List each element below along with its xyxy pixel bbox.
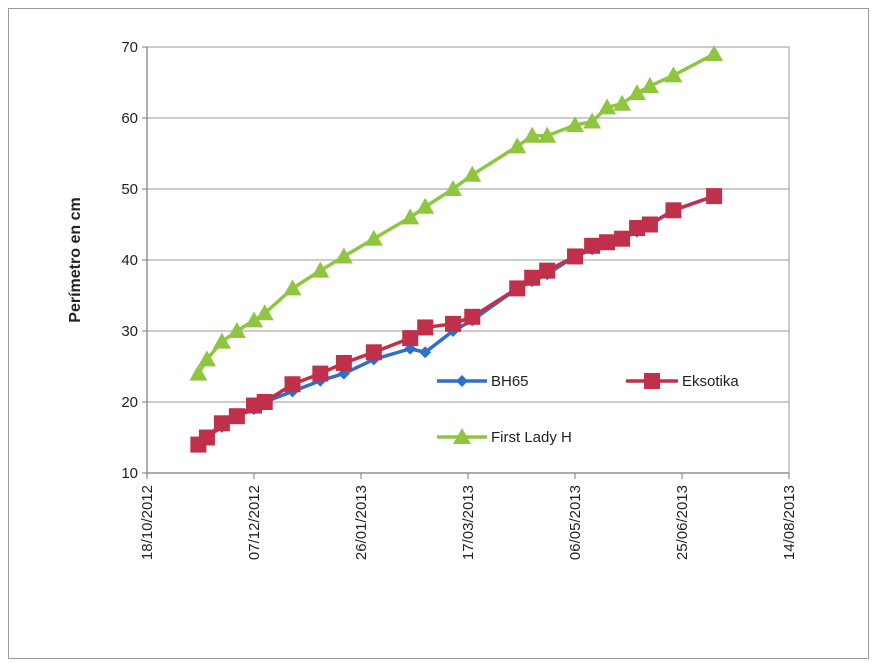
- data-point-square: [335, 354, 352, 371]
- data-point-triangle: [197, 350, 216, 367]
- data-point-triangle: [508, 137, 527, 154]
- data-point-triangle: [705, 45, 724, 62]
- data-point-triangle: [463, 165, 482, 182]
- legend-label: First Lady H: [491, 429, 572, 446]
- data-point-square: [365, 344, 382, 361]
- data-point-triangle: [583, 112, 602, 129]
- data-point-square: [402, 330, 419, 347]
- y-tick-label: 50: [121, 181, 138, 198]
- data-point-square: [706, 188, 723, 205]
- data-point-triangle: [628, 84, 647, 101]
- data-point-square: [629, 220, 646, 237]
- legend-item: Eksotika: [626, 373, 739, 390]
- x-tick-label: 18/10/2012: [139, 485, 156, 560]
- data-point-square: [445, 315, 462, 332]
- y-axis-title: Perímetro en cm: [67, 197, 84, 322]
- y-tick-label: 10: [121, 465, 138, 482]
- y-tick-label: 40: [121, 252, 138, 269]
- axes: [142, 46, 790, 479]
- data-point-square: [312, 365, 329, 382]
- y-tick-label: 60: [121, 110, 138, 127]
- series-eksotika: [190, 188, 723, 453]
- data-point-square: [228, 408, 245, 425]
- data-point-triangle: [212, 332, 231, 349]
- data-point-triangle: [566, 116, 584, 133]
- data-point-square: [584, 237, 601, 254]
- data-point-square: [567, 248, 583, 265]
- data-point-triangle: [401, 208, 420, 225]
- x-tick-label: 07/12/2012: [246, 485, 263, 560]
- legend-label: BH65: [491, 373, 529, 390]
- data-point-square: [524, 269, 541, 286]
- y-tick-label: 20: [121, 394, 138, 411]
- legend-label: Eksotika: [682, 373, 739, 390]
- x-tick-label: 17/03/2013: [460, 485, 477, 560]
- data-point-square: [213, 415, 230, 432]
- legend-swatch-square: [644, 373, 660, 389]
- data-point-diamond: [419, 346, 432, 359]
- data-point-triangle: [613, 94, 632, 111]
- data-point-triangle: [523, 126, 542, 143]
- data-point-triangle: [283, 279, 302, 296]
- x-tick-label: 26/01/2013: [353, 485, 370, 560]
- data-point-triangle: [640, 77, 659, 94]
- data-point-triangle: [664, 66, 683, 83]
- data-point-triangle: [311, 261, 330, 278]
- data-point-triangle: [598, 98, 617, 115]
- x-tick-label: 14/08/2013: [781, 485, 798, 560]
- data-point-triangle: [245, 311, 263, 328]
- legend: BH65 Eksotika First Lady H: [437, 373, 739, 446]
- data-point-triangle: [334, 247, 353, 264]
- data-point-triangle: [227, 322, 246, 338]
- data-point-square: [464, 308, 481, 325]
- legend-item: BH65: [437, 373, 529, 390]
- data-point-triangle: [538, 126, 557, 143]
- data-point-square: [665, 202, 682, 219]
- data-point-square: [539, 262, 556, 279]
- y-tick-label: 70: [121, 39, 138, 56]
- x-tick-label: 25/06/2013: [674, 485, 691, 560]
- x-tick-labels: 18/10/2012 07/12/2012 26/01/2013 17/03/2013…: [139, 485, 798, 560]
- data-point-triangle: [416, 197, 435, 214]
- data-point-square: [284, 376, 301, 393]
- legend-item: First Lady H: [437, 428, 572, 446]
- data-point-square: [641, 216, 658, 233]
- data-point-square: [509, 280, 526, 297]
- data-point-triangle: [255, 304, 274, 321]
- legend-swatch-diamond: [456, 375, 468, 387]
- series-first-lady-h: [189, 45, 724, 381]
- data-point-square: [198, 429, 215, 446]
- data-point-triangle: [444, 180, 463, 196]
- data-point-triangle: [189, 364, 208, 381]
- data-point-square: [614, 230, 631, 247]
- data-point-triangle: [364, 229, 383, 246]
- legend-swatch-triangle: [453, 428, 471, 444]
- series-group: [189, 45, 724, 453]
- data-point-square: [599, 234, 616, 251]
- data-point-square: [417, 319, 434, 336]
- data-point-square: [256, 394, 273, 410]
- y-tick-labels: 10 20 30 40 50 60 70: [121, 39, 138, 482]
- x-tick-label: 06/05/2013: [567, 485, 584, 560]
- y-tick-label: 30: [121, 323, 138, 340]
